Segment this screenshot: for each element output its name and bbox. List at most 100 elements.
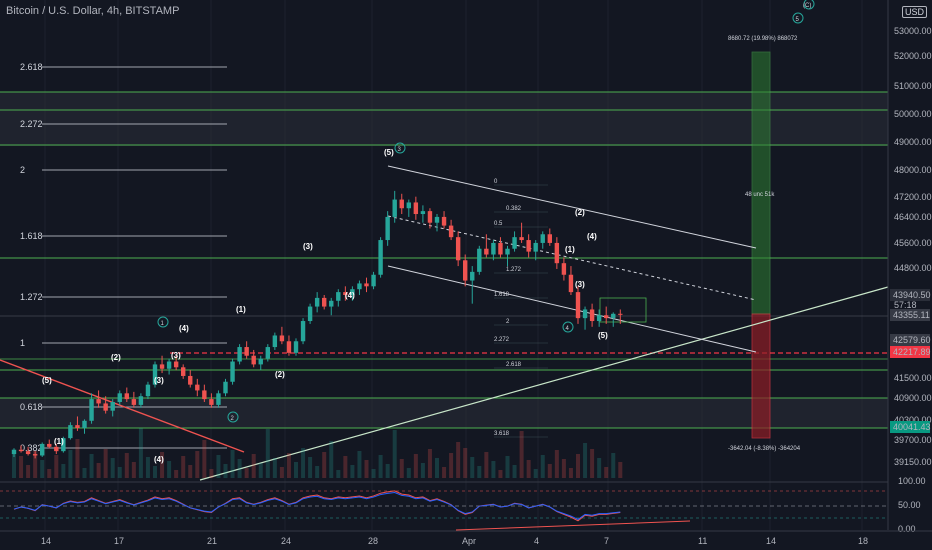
time-tick-label: 11 [698,536,707,546]
volume-bar [258,463,263,478]
volume-bar [456,442,461,478]
volume-bar [237,459,242,478]
volume-bar [286,453,291,478]
candle-body [533,242,538,252]
volume-bar [420,463,425,478]
volume-bar [322,452,327,478]
candle-body [159,364,165,369]
currency-badge[interactable]: USD [902,6,928,18]
volume-bar [540,455,545,478]
candle-body [138,396,144,405]
wave-circle-label: 1 [161,321,165,327]
wave-circle [157,316,169,328]
volume-bar [75,439,80,478]
rsi-tick-label: 100.00 [898,476,926,486]
volume-bar [110,458,115,478]
volume-bar [54,455,59,478]
wave-circle [792,12,804,24]
volume-bar [230,450,235,478]
candle-body [145,384,151,397]
volume-bar [153,466,157,478]
price-tick-label: 40900.00 [894,393,932,403]
price-label-box [890,309,930,321]
volume-bar [124,453,129,478]
volume-bar [568,468,573,478]
target-label: 8680.72 (19.98%) 868072 [728,36,798,42]
volume-bar [399,459,404,478]
price-tick-label: 45600.00 [894,238,932,248]
volume-bar [597,458,602,478]
volume-bar [89,454,94,478]
candle-body [554,242,560,264]
time-tick-label: 24 [281,536,291,546]
chart-header-title: Bitcoin / U.S. Dollar, 4h, BITSTAMP [6,5,180,17]
candle-body [385,216,390,241]
volume-bar [315,466,320,478]
candle-body [448,225,454,238]
volume-bar [301,448,306,478]
wave-label: (2) [111,353,121,362]
price-label: 42217.89 [893,347,931,357]
candle-body [68,425,73,439]
red-trendline [0,359,245,453]
price-tick-label: 41500.00 [894,373,932,383]
volume-bar [392,430,397,478]
volume-bar [202,440,207,478]
time-tick-label: 4 [534,536,539,546]
candle-body [343,292,348,295]
price-tick-label: 47200.00 [894,192,932,202]
candle-body [279,335,285,342]
wave-label: (4) [345,291,355,300]
volume-bar [294,462,298,478]
time-tick-label: 28 [368,536,378,546]
candle-body [427,211,433,223]
channel-lower [387,265,757,353]
candle-body [463,260,468,281]
candle-body [378,240,383,275]
volume-bar [427,449,432,478]
candle-body [25,451,31,455]
candle-body [512,237,517,249]
volume-bar [604,467,609,478]
candle-body [265,347,270,359]
volume-bar [484,452,489,478]
candle-body [568,274,574,293]
volume-bar [251,454,256,478]
time-tick-label: 18 [858,536,868,546]
volume-bar [329,441,334,478]
price-tick-label: 39150.00 [894,457,932,467]
wave-circle-label: 4 [566,326,570,332]
target-box [751,51,771,315]
candle-body [32,454,38,456]
fib-level-label: 2 [20,165,25,175]
volume-bar [519,431,524,478]
wave-label: (3) [154,376,164,385]
wave-label: (4) [587,232,597,241]
price-tick-label: 52000.00 [894,51,932,61]
inner-fib-label: 0.5 [494,221,503,227]
inner-fib-label: 1.272 [506,267,522,273]
volume-bar [590,449,595,478]
volume-bar [533,469,538,478]
candle-body [484,248,489,255]
volume-bar [364,460,369,478]
candle-body [237,347,242,362]
candle-body [216,393,221,405]
wave-circle-label: 3 [398,147,402,153]
candle-body [293,341,299,353]
candle-body [286,341,292,353]
inner-fib-label: 2.618 [506,362,522,368]
volume-bar [279,467,284,478]
volume-bar [449,453,454,478]
volume-bar [216,455,221,478]
volume-bar [40,460,45,478]
candle-body [307,306,313,322]
time-tick-label: Apr [462,536,476,546]
fib-level-label: 1.272 [20,292,43,302]
volume-bar [343,456,348,478]
wave-circle-label: 5 [796,17,800,23]
price-label: 40041.43 [893,422,931,432]
target-mid-label: 48 unc 51k [745,192,775,198]
volume-bar [19,456,24,478]
